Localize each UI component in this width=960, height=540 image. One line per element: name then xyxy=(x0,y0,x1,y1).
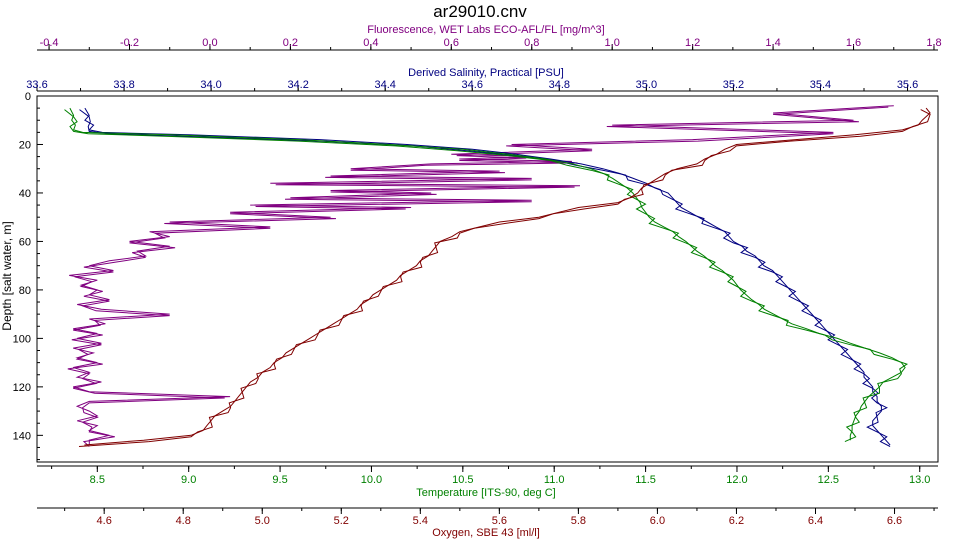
fluorescence-tick-label: 1.2 xyxy=(685,37,700,49)
depth-tick-label: 20 xyxy=(19,139,31,151)
temperature-tick-label: 9.0 xyxy=(181,474,196,486)
depth-tick-label: 140 xyxy=(13,430,31,442)
salinity-axis-label: Derived Salinity, Practical [PSU] xyxy=(408,67,564,79)
salinity-tick-label: 34.0 xyxy=(200,79,221,91)
oxygen-tick-label: 4.8 xyxy=(176,515,191,527)
oxygen-profile-line xyxy=(84,107,931,446)
temperature-tick-label: 11.0 xyxy=(544,474,565,486)
salinity-profile-line xyxy=(84,107,891,446)
salinity-tick-label: 33.6 xyxy=(26,79,47,91)
fluorescence-tick-label: 0.2 xyxy=(283,37,298,49)
fluorescence-tick-label: 0.8 xyxy=(524,37,539,49)
temperature-tick-label: 8.5 xyxy=(90,474,105,486)
oxygen-tick-label: 6.0 xyxy=(650,515,665,527)
fluorescence-tick-label: -0.2 xyxy=(120,37,139,49)
oxygen-tick-label: 4.6 xyxy=(97,515,112,527)
temperature-tick-label: 10.0 xyxy=(361,474,382,486)
salinity-tick-label: 35.0 xyxy=(636,79,657,91)
fluorescence-tick-label: 0.4 xyxy=(363,37,378,49)
depth-tick-label: 0 xyxy=(25,91,31,103)
temperature-tick-label: 10.5 xyxy=(452,474,473,486)
chart-title: ar29010.cnv xyxy=(433,2,527,21)
temperature-tick-label: 9.5 xyxy=(272,474,287,486)
oxygen-tick-label: 5.8 xyxy=(571,515,586,527)
salinity-tick-label: 34.2 xyxy=(287,79,308,91)
salinity-tick-label: 35.6 xyxy=(897,79,918,91)
axis-ticks: -0.4 -0.2 0.0 0.2 0.4 0.6 0.8 1.0 1.2 1.4 1.6 1.8 33… xyxy=(13,37,942,527)
oxygen-tick-label: 5.2 xyxy=(334,515,349,527)
oxygen-tick-label: 5.4 xyxy=(413,515,428,527)
salinity-tick-label: 35.2 xyxy=(723,79,744,91)
depth-tick-label: 100 xyxy=(13,333,31,345)
oxygen-axis-label: Oxygen, SBE 43 [ml/l] xyxy=(432,527,540,539)
fluorescence-tick-label: 1.4 xyxy=(765,37,780,49)
depth-tick-label: 40 xyxy=(19,188,31,200)
salinity-tick-label: 34.8 xyxy=(549,79,570,91)
temperature-tick-label: 12.5 xyxy=(818,474,839,486)
fluorescence-tick-label: 1.8 xyxy=(926,37,941,49)
top-axes: Fluorescence, WET Labs ECO-AFL/FL [mg/m^… xyxy=(367,24,604,79)
oxygen-tick-label: 5.6 xyxy=(492,515,507,527)
fluorescence-tick-label: 0.0 xyxy=(202,37,217,49)
fluorescence-profile-line xyxy=(67,106,889,447)
temperature-axis-label: Temperature [ITS-90, deg C] xyxy=(416,487,555,499)
fluorescence-tick-label: 0.6 xyxy=(444,37,459,49)
depth-axis-label: Depth [salt water, m] xyxy=(0,221,14,330)
temperature-tick-label: 13.0 xyxy=(909,474,930,486)
plot-frame xyxy=(36,95,939,463)
fluorescence-axis-label: Fluorescence, WET Labs ECO-AFL/FL [mg/m^… xyxy=(367,24,604,36)
fluorescence-tick-label: 1.0 xyxy=(605,37,620,49)
temperature-profile-line xyxy=(64,109,909,443)
temperature-tick-label: 11.5 xyxy=(635,474,656,486)
oxygen-tick-label: 6.2 xyxy=(729,515,744,527)
depth-tick-label: 80 xyxy=(19,285,31,297)
depth-tick-label: 60 xyxy=(19,236,31,248)
fluorescence-tick-label: -0.4 xyxy=(40,37,59,49)
salinity-tick-label: 34.6 xyxy=(462,79,483,91)
salinity-tick-label: 33.8 xyxy=(113,79,134,91)
salinity-tick-label: 35.4 xyxy=(810,79,831,91)
oxygen-tick-label: 6.4 xyxy=(808,515,823,527)
series-lines xyxy=(64,105,931,447)
salinity-tick-label: 34.4 xyxy=(375,79,396,91)
oxygen-profile-line xyxy=(78,109,931,447)
fluorescence-tick-label: 1.6 xyxy=(846,37,861,49)
bottom-axes: Temperature [ITS-90, deg C] Oxygen, SBE … xyxy=(416,487,555,539)
temperature-tick-label: 12.0 xyxy=(726,474,747,486)
depth-tick-label: 120 xyxy=(13,382,31,394)
oxygen-tick-label: 5.0 xyxy=(255,515,270,527)
fluorescence-profile-line xyxy=(69,105,894,445)
oxygen-tick-label: 6.6 xyxy=(887,515,902,527)
